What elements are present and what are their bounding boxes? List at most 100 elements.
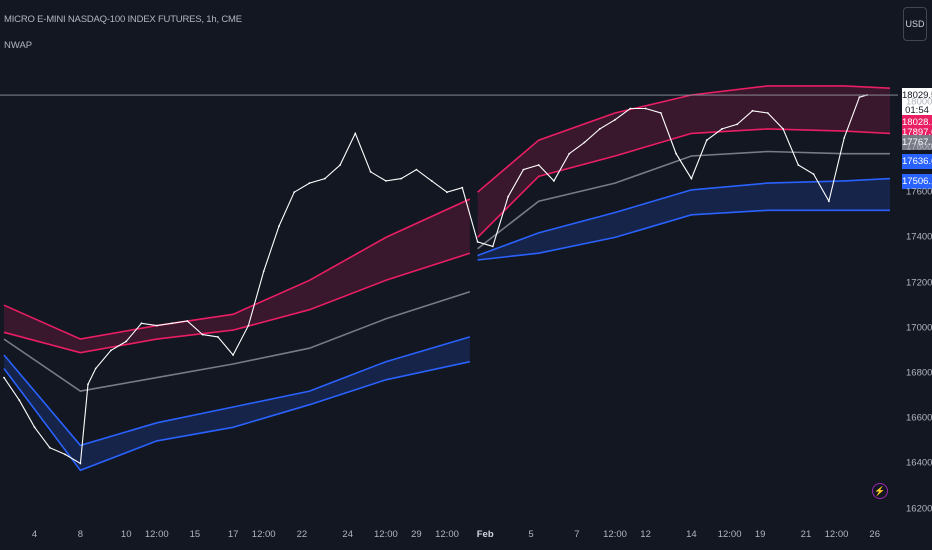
- y-tick-label: 17400.00: [906, 231, 932, 243]
- x-tick-label: 14: [686, 529, 697, 540]
- lower-band-fill: [4, 336, 470, 471]
- lower-inner-line: [3, 336, 471, 447]
- symbol-title: MICRO E-MINI NASDAQ-100 INDEX FUTURES, 1…: [4, 14, 242, 25]
- x-tick-label: 12:00: [374, 529, 398, 540]
- upper-inner-line: [3, 252, 471, 354]
- x-tick-label: 4: [31, 529, 38, 540]
- price-point: [629, 107, 632, 110]
- price-point: [782, 127, 784, 130]
- price-point: [690, 177, 693, 180]
- y-tick-label: 16800.00: [906, 367, 932, 379]
- price-point: [491, 245, 494, 248]
- price-point: [537, 164, 540, 166]
- x-tick-label: 12:00: [824, 529, 849, 540]
- price-point: [446, 191, 448, 194]
- price-point: [461, 186, 464, 189]
- price-point: [3, 376, 5, 379]
- lower-outer-line: [477, 209, 890, 261]
- price-point: [507, 195, 509, 198]
- price-point: [766, 112, 769, 114]
- price-point: [828, 200, 830, 203]
- price-point: [522, 168, 525, 171]
- price-point: [308, 182, 311, 185]
- price-point: [736, 123, 739, 126]
- price-point: [598, 127, 601, 130]
- y-tick-label: 17000.00: [906, 322, 932, 334]
- price-label: 17636.67: [902, 153, 932, 169]
- lightning-icon[interactable]: ⚡: [872, 483, 888, 499]
- indicator-name[interactable]: NWAP: [4, 40, 33, 51]
- price-point: [385, 180, 387, 182]
- y-tick-label: 16400.00: [906, 457, 932, 469]
- x-tick-label: 5: [528, 529, 534, 540]
- price-label: 18029.50: [902, 88, 932, 104]
- price-point: [339, 164, 341, 166]
- x-tick-label: 26: [869, 529, 881, 540]
- price-point: [476, 241, 479, 243]
- x-tick-label: 22: [296, 529, 308, 540]
- x-tick-label: 21: [800, 529, 812, 540]
- y-tick-label: 16200.00: [906, 503, 932, 515]
- price-point: [140, 322, 143, 325]
- x-tick-label: 7: [574, 529, 580, 540]
- y-tick-label: 18000.00: [906, 96, 932, 108]
- price-point: [262, 270, 265, 273]
- upper-band-fill: [477, 85, 890, 238]
- x-tick-label: 12:00: [251, 529, 276, 540]
- price-point: [48, 446, 51, 449]
- price-point: [858, 96, 861, 99]
- x-tick-label: 12:00: [144, 529, 169, 540]
- price-point: [614, 118, 616, 121]
- lower-outer-line: [3, 360, 471, 472]
- middle-line: [3, 290, 471, 392]
- price-point: [18, 399, 21, 402]
- price-point: [110, 349, 112, 352]
- price-point: [430, 180, 433, 182]
- x-tick-label: 12:00: [435, 529, 459, 540]
- x-tick-label: 8: [77, 529, 84, 540]
- price-point: [568, 152, 571, 155]
- price-point: [293, 191, 296, 194]
- price-point: [721, 127, 723, 130]
- y-tick-label: 17200.00: [906, 277, 932, 289]
- price-point: [675, 152, 677, 155]
- price-point: [217, 336, 219, 338]
- x-tick-label: 10: [120, 529, 132, 540]
- lower-band-fill: [477, 178, 890, 260]
- price-point: [171, 322, 173, 325]
- price-point: [400, 177, 403, 180]
- upper-band-fill: [4, 199, 470, 353]
- price-point: [660, 112, 662, 114]
- y-tick-label: 17800.00: [906, 141, 932, 153]
- price-point: [354, 132, 357, 135]
- x-tick-label: 12:00: [717, 529, 742, 540]
- x-tick-label: 17: [227, 529, 239, 540]
- price-point: [186, 320, 189, 322]
- x-tick-label: 15: [189, 529, 201, 540]
- price-point: [583, 141, 586, 144]
- price-point: [278, 225, 280, 228]
- price-point: [155, 324, 158, 327]
- price-point: [812, 173, 815, 176]
- price-point: [247, 324, 250, 327]
- x-tick-label: 24: [342, 529, 353, 540]
- currency-button[interactable]: USD: [903, 7, 927, 41]
- middle-line: [477, 150, 890, 250]
- price-point: [64, 453, 66, 456]
- lower-inner-line: [477, 177, 891, 257]
- price-point: [323, 177, 326, 180]
- price-point: [94, 367, 97, 370]
- price-point: [87, 383, 89, 386]
- x-tick-label: 29: [411, 529, 422, 540]
- price-label: 17767.16: [902, 135, 932, 151]
- price-point: [369, 170, 372, 173]
- price-point: [201, 333, 204, 336]
- upper-inner-line: [477, 128, 891, 238]
- upper-outer-line: [3, 198, 471, 340]
- x-tick-label: 12:00: [603, 529, 627, 540]
- x-tick-label: 12: [640, 529, 651, 540]
- y-tick-label: 16600.00: [906, 412, 932, 424]
- price-label: 01:54: [902, 102, 932, 118]
- price-point: [751, 109, 754, 112]
